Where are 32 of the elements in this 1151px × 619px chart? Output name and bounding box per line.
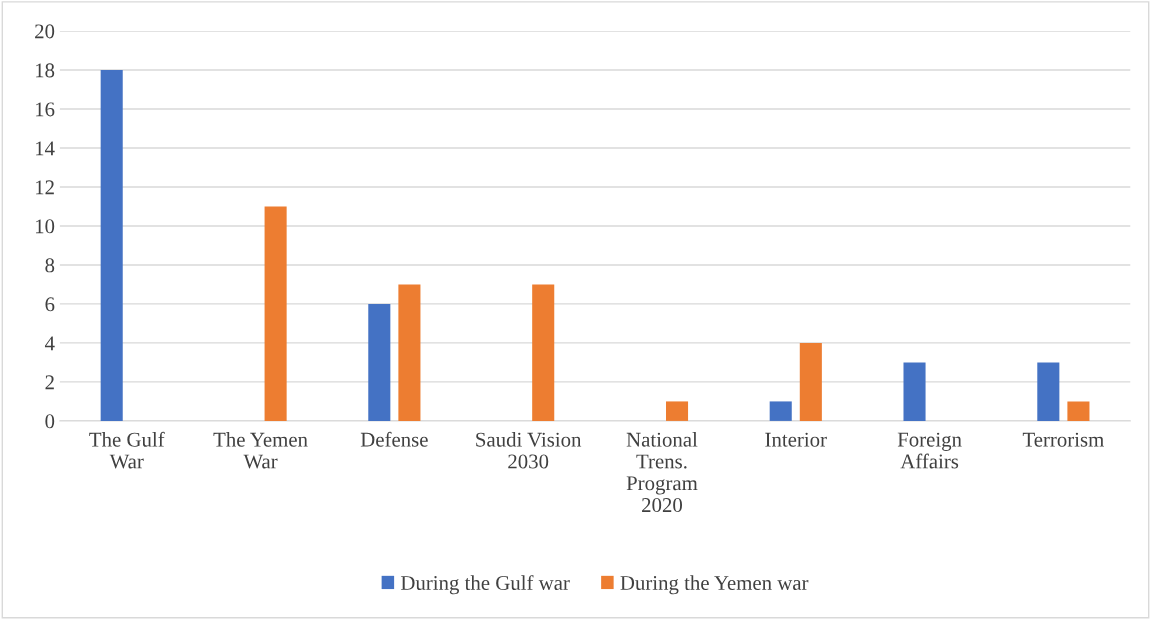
- bar: [398, 284, 421, 421]
- bar: [1067, 401, 1090, 421]
- bar: [769, 401, 792, 421]
- legend-label: During the Yemen war: [620, 575, 809, 595]
- x-tick-label: Terrorism: [1022, 432, 1104, 447]
- bar: [1037, 362, 1060, 421]
- x-tick-label: Interior: [765, 432, 827, 447]
- legend-label: During the Gulf war: [400, 575, 570, 595]
- y-tick-label: 10: [35, 219, 55, 234]
- y-tick-label: 18: [35, 63, 55, 78]
- y-tick-label: 14: [35, 141, 55, 156]
- bar: [532, 284, 555, 421]
- bar: [264, 206, 287, 421]
- x-tick-label: The Gulf War: [89, 431, 165, 469]
- y-tick-label: 16: [35, 102, 55, 117]
- y-tick-label: 4: [44, 336, 55, 351]
- bar: [665, 401, 689, 421]
- x-tick-label: Defense: [360, 431, 428, 447]
- y-tick-label: 12: [35, 180, 54, 195]
- y-tick-label: 8: [45, 258, 55, 273]
- bar: [368, 303, 391, 421]
- y-tick-label: 2: [45, 375, 54, 390]
- bar: [799, 342, 822, 421]
- bar: [903, 362, 926, 421]
- x-tick-label: Saudi Vision 2030: [476, 432, 582, 469]
- x-tick-label: The Yemen War: [213, 432, 308, 469]
- bar: [100, 69, 123, 421]
- y-tick-label: 20: [35, 24, 55, 39]
- x-tick-label: National Trens. Program 2020: [626, 432, 698, 513]
- y-tick-label: 0: [45, 414, 55, 429]
- y-tick-label: 6: [45, 297, 55, 312]
- x-tick-label: Foreign Affairs: [897, 432, 962, 469]
